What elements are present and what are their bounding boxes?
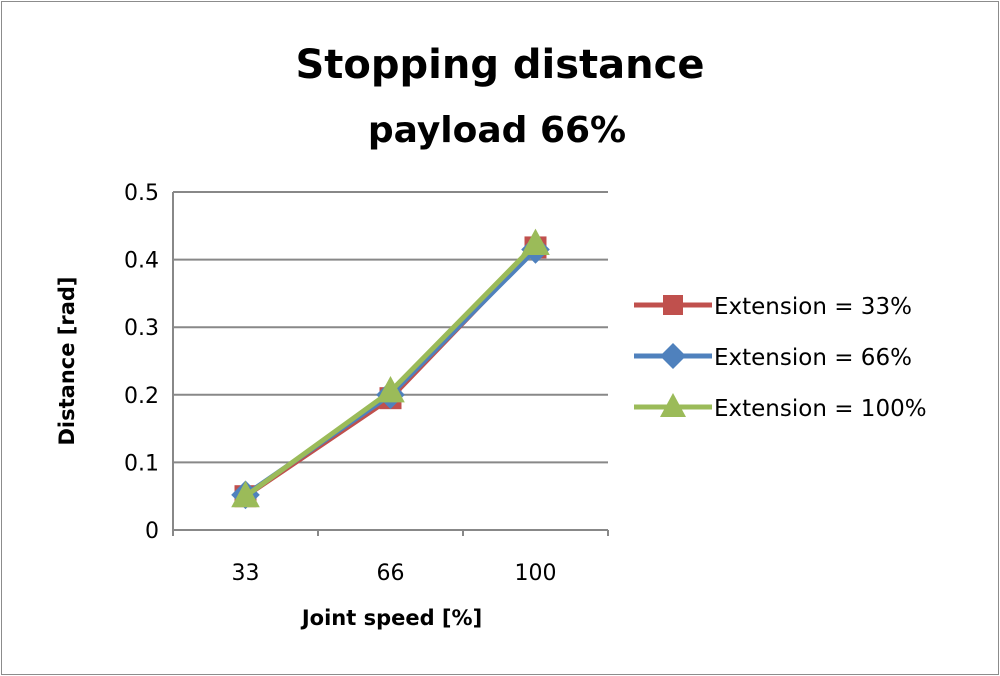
- x-tick-label: 66: [377, 561, 405, 586]
- legend-label: Extension = 100%: [714, 396, 927, 422]
- chart-subtitle: payload 66%: [368, 110, 626, 151]
- legend-item: Extension = 100%: [634, 393, 927, 422]
- series-line: [244, 242, 538, 499]
- series-3: [231, 228, 550, 508]
- marker-square: [663, 295, 683, 315]
- legend-label: Extension = 33%: [714, 294, 912, 320]
- x-axis-label: Joint speed [%]: [300, 606, 482, 630]
- chart-title: Stopping distance: [295, 42, 704, 88]
- legend-label: Extension = 66%: [714, 345, 912, 371]
- legend-item: Extension = 33%: [634, 294, 912, 320]
- marker-triangle: [231, 480, 260, 508]
- y-tick-label: 0.4: [124, 249, 159, 274]
- marker-triangle: [521, 228, 550, 256]
- y-tick-label: 0: [145, 519, 159, 544]
- y-tick-label: 0.2: [124, 384, 159, 409]
- x-tick-label: 100: [515, 561, 557, 586]
- y-tick-label: 0.5: [124, 181, 159, 206]
- legend-item: Extension = 66%: [634, 343, 912, 371]
- x-tick-label: 33: [232, 561, 260, 586]
- y-tick-label: 0.1: [124, 451, 159, 476]
- marker-diamond: [660, 343, 686, 369]
- y-tick-label: 0.3: [124, 316, 159, 341]
- marker-triangle: [376, 376, 405, 403]
- marker-triangle: [660, 393, 686, 417]
- y-axis-label: Distance [rad]: [55, 276, 79, 445]
